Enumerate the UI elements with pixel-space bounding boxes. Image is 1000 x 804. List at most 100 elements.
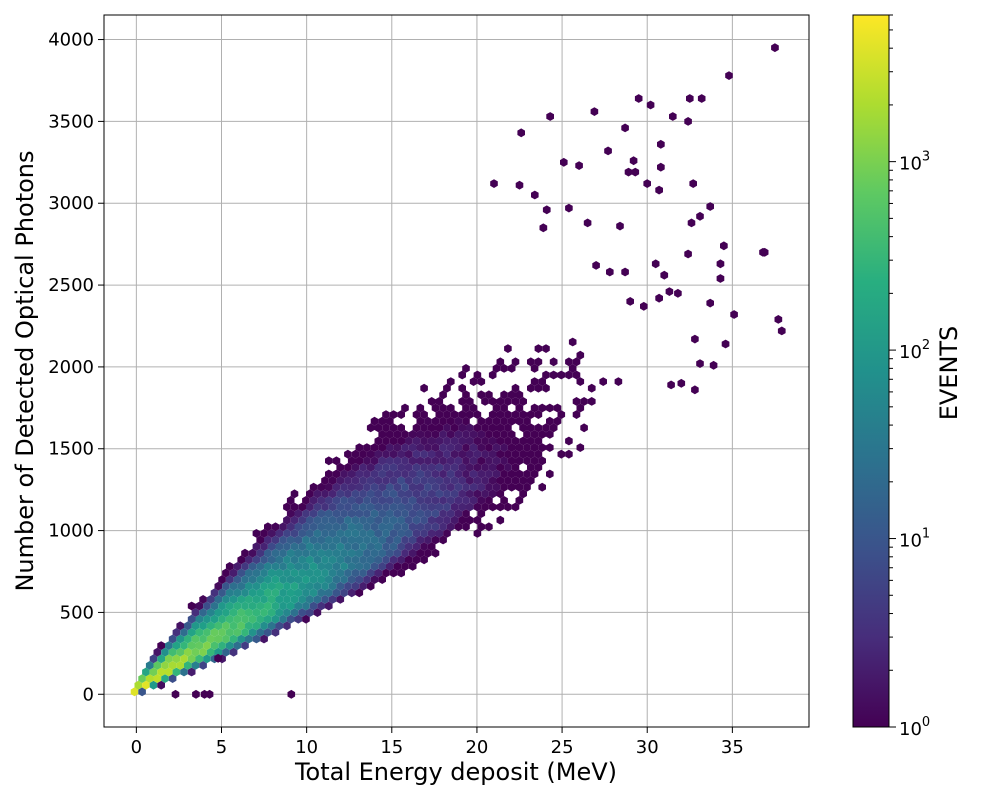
x-tick-label: 5 <box>216 737 227 758</box>
hex-bin <box>557 410 566 419</box>
hex-bin <box>180 654 188 664</box>
hex-bin <box>507 390 516 400</box>
hex-bin <box>298 555 306 565</box>
hex-bin <box>283 502 291 512</box>
hex-bin <box>195 641 204 650</box>
hex-bin <box>515 390 524 400</box>
hex-bin <box>168 661 177 670</box>
hex-bin <box>302 614 310 624</box>
hex-bin-outlier <box>677 378 686 388</box>
hex-bin <box>340 548 348 558</box>
hex-bin <box>500 469 508 479</box>
hex-bin <box>225 628 234 637</box>
hex-bin <box>401 496 409 505</box>
hex-bin <box>500 430 508 439</box>
hex-bin <box>397 449 405 459</box>
hex-bin <box>256 614 264 624</box>
hex-bin <box>325 562 333 571</box>
hex-bin <box>370 469 379 479</box>
hex-bin <box>199 661 207 670</box>
hex-bin <box>233 628 242 637</box>
hex-bin <box>366 463 375 472</box>
hex-bin <box>370 562 379 571</box>
hex-bin <box>496 423 505 433</box>
hex-bin <box>355 562 364 571</box>
hex-bin <box>359 502 367 512</box>
hex-bin <box>241 562 249 571</box>
hex-bin <box>351 476 360 485</box>
hex-bin <box>256 588 264 598</box>
hex-bin <box>405 555 413 565</box>
hex-bin <box>161 674 169 683</box>
hex-bin <box>225 588 234 598</box>
hex-bin <box>206 647 215 657</box>
hex-bin <box>313 608 322 617</box>
hex-bin <box>245 595 253 604</box>
hex-bin <box>496 489 505 499</box>
hex-bin <box>359 449 367 459</box>
hex-bin-outlier <box>716 274 725 283</box>
hex-bin <box>302 562 310 571</box>
hex-bin <box>142 680 150 690</box>
hex-bin <box>378 562 386 571</box>
hex-bin <box>481 423 489 433</box>
hex-bin <box>355 548 364 558</box>
hex-bin <box>534 423 543 433</box>
hex-bin <box>332 588 341 598</box>
hex-bin <box>488 370 497 380</box>
hex-bin-outlier <box>709 360 718 370</box>
hex-bin <box>477 509 486 518</box>
hex-bin <box>187 601 196 611</box>
hex-bin <box>504 502 512 512</box>
hex-bin <box>458 449 466 459</box>
hex-bin <box>283 542 291 551</box>
plot-frame <box>103 14 810 728</box>
hex-bin <box>222 634 230 644</box>
hex-bin <box>351 581 360 591</box>
hex-bin-outlier <box>643 179 651 188</box>
hex-bin <box>481 436 489 446</box>
x-tick-label: 30 <box>636 737 659 758</box>
hex-bin <box>427 397 436 406</box>
hex-bin <box>450 423 459 433</box>
hex-bin <box>500 456 508 466</box>
hex-bin <box>530 364 539 373</box>
hex-bin <box>424 469 432 479</box>
hex-bin <box>412 502 421 512</box>
hex-bin <box>325 456 333 466</box>
hex-bin <box>344 581 352 591</box>
hex-bin <box>328 555 337 565</box>
hex-bin <box>473 410 482 419</box>
hex-bin <box>283 529 291 538</box>
hex-bin <box>500 496 508 505</box>
hex-bin <box>527 383 535 393</box>
hex-bin-outlier <box>706 298 714 308</box>
hex-bin <box>275 581 284 591</box>
hex-bin <box>408 562 417 571</box>
hex-bin <box>393 522 402 532</box>
hex-bin <box>237 595 245 604</box>
hex-bin <box>165 654 173 664</box>
hex-bin <box>549 357 558 367</box>
hex-bin <box>271 522 280 532</box>
hex-bin <box>397 423 405 433</box>
hex-bin <box>565 357 573 367</box>
hex-bin <box>309 562 318 571</box>
hex-bin <box>412 423 421 433</box>
colorbar-axis: 100 101 102 103 <box>889 14 930 740</box>
hex-bin <box>271 575 280 584</box>
hex-bin <box>199 634 207 644</box>
hex-bin <box>347 496 356 505</box>
hex-bin <box>378 430 386 439</box>
hex-bin <box>469 482 478 492</box>
hex-bin <box>405 489 413 499</box>
hex-bin <box>248 614 257 624</box>
hex-bin <box>328 515 337 525</box>
hex-bin <box>325 588 333 598</box>
hex-bin <box>405 515 413 525</box>
hex-bin <box>145 674 154 683</box>
hex-bin <box>477 469 486 479</box>
hex-bin <box>405 436 413 446</box>
hex-bin <box>245 555 253 565</box>
hex-bin <box>504 449 512 459</box>
